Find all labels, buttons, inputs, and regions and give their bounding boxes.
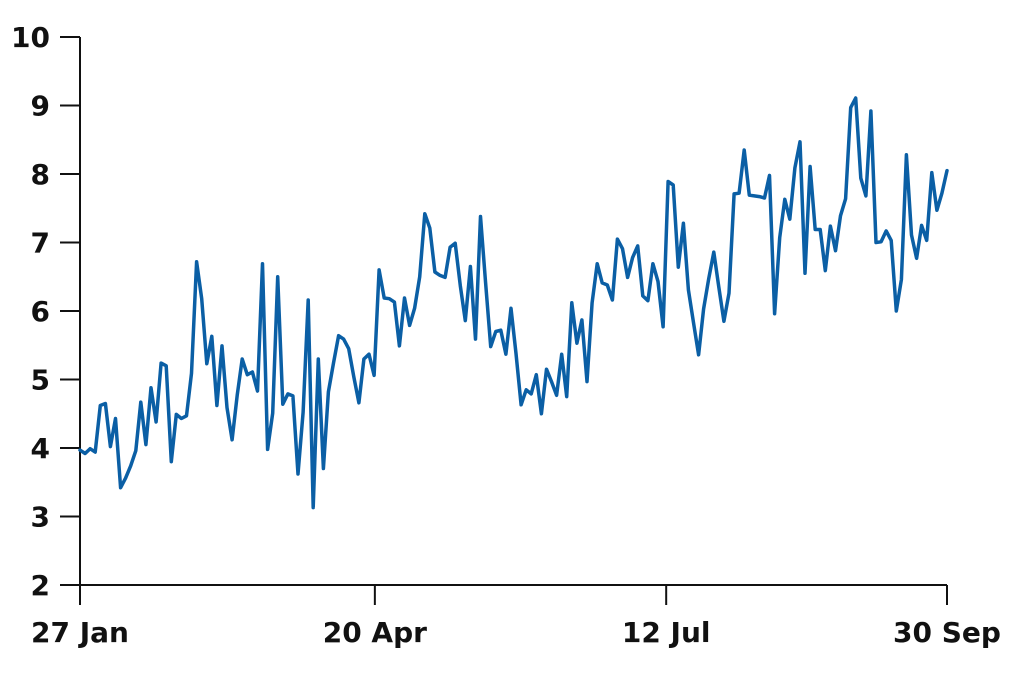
- x-tick-label: 20 Apr: [323, 616, 427, 649]
- y-tick-label: 10: [11, 21, 50, 54]
- y-tick-label: 8: [31, 158, 50, 191]
- y-tick-label: 4: [31, 432, 50, 465]
- y-tick-label: 5: [31, 364, 50, 397]
- x-tick-label: 12 Jul: [622, 616, 711, 649]
- y-tick-label: 7: [31, 227, 50, 260]
- y-tick-label: 2: [31, 569, 50, 602]
- y-axis: 2 3 4 5 6 7 8 9 10: [11, 21, 81, 602]
- x-tick-label: 30 Sep: [893, 616, 1001, 649]
- series-layer: [78, 96, 949, 510]
- series-line: [78, 96, 949, 510]
- y-tick-label: 3: [31, 501, 50, 534]
- y-tick-label: 6: [31, 295, 50, 328]
- y-tick-label: 9: [31, 90, 50, 123]
- x-axis: 27 Jan 20 Apr 12 Jul 30 Sep: [31, 584, 1001, 649]
- x-tick-label: 27 Jan: [31, 616, 129, 649]
